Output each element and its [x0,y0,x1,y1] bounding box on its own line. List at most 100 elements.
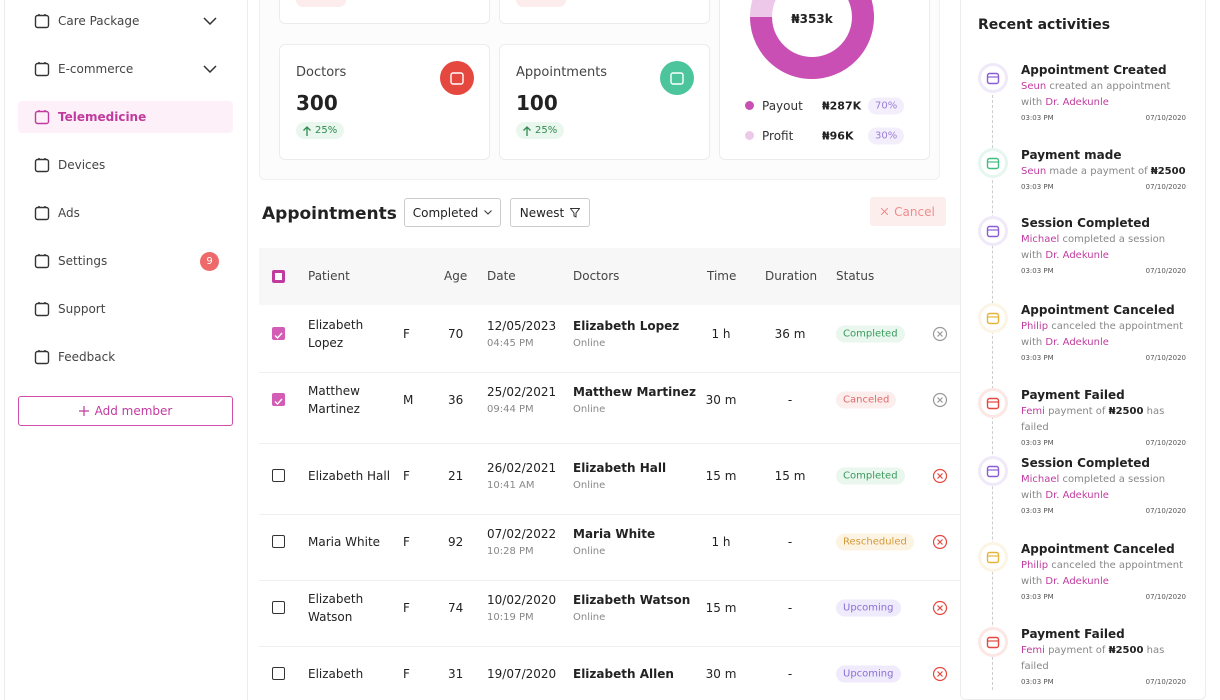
status: Upcoming [836,599,901,617]
activity-time: 03:03 PM [1021,267,1054,275]
legend-share: 30% [868,127,905,145]
status: Canceled [836,391,897,409]
duration: - [787,393,793,407]
legend-amount: ₦287K [822,99,862,113]
row-checkbox[interactable] [272,601,285,614]
activity-footer: 03:03 PM 07/10/2020 [1021,114,1186,122]
activity-icon [978,627,1008,657]
activity: Session Completed Michael completed a ses… [1021,216,1186,275]
row-checkbox[interactable] [272,469,285,482]
row-checkbox[interactable] [272,393,285,406]
time: 30 m [705,667,737,681]
remove-button[interactable] [932,600,948,616]
activity-date: 07/10/2020 [1145,354,1186,362]
remove-button[interactable] [932,534,948,550]
menu-item[interactable]: Settings [58,254,108,268]
doctor: Elizabeth Lopez [573,319,680,333]
menu-item[interactable]: Care Package [58,14,140,28]
stat-card: Appointments 100 25% [499,44,710,160]
desc-part: Michael [1021,234,1060,245]
menu-item[interactable]: E-commerce [58,62,134,76]
row-checkbox[interactable] [272,535,285,548]
column-header: Time [707,269,737,283]
desc-part: completed a session with [1021,234,1166,261]
clock: 10:41 AM [487,480,535,491]
activity-footer: 03:03 PM 07/10/2020 [1021,678,1186,686]
desc-part: Seun [1021,81,1047,92]
activity-desc: Seun made a payment of ₦2500 [1021,164,1186,180]
menu-icon [34,158,50,173]
menu-item[interactable]: Ads [58,206,80,220]
remove-button[interactable] [932,326,948,342]
activity-icon [978,216,1008,246]
desc-part: has failed [1021,645,1165,672]
activity-time: 03:03 PM [1021,439,1054,447]
duration: 36 m [774,327,806,341]
date: 12/05/2023 [487,319,557,333]
row-divider [259,646,960,647]
remove-button[interactable] [932,468,948,484]
cropped-card [279,0,490,24]
column-header: Date [487,269,516,283]
menu-item[interactable]: Support [58,302,106,316]
doctor: Elizabeth Allen [573,667,674,681]
filter-icon [570,207,581,218]
stat-icon [440,61,474,95]
menu-item[interactable]: Feedback [58,350,116,364]
legend-share: 70% [868,97,905,115]
cancel-button[interactable]: Cancel [870,197,946,226]
row-checkbox[interactable] [272,327,285,340]
activity-time: 03:03 PM [1021,183,1054,191]
remove-button[interactable] [932,392,948,408]
activity-desc: Femi payment of ₦2500 has failed [1021,404,1186,436]
desc-part: Dr. Adekunle [1045,576,1109,587]
mode: Online [573,404,606,415]
add-member-button[interactable]: Add member [18,396,233,426]
clock: 04:45 PM [487,338,534,349]
desc-part: payment of [1044,645,1109,656]
status: Rescheduled [836,533,914,551]
age: 70 [448,327,464,341]
menu-item[interactable]: Devices [58,158,106,172]
time: 1 h [711,535,731,549]
badge: 9 [200,252,219,271]
donut-total: ₦353k [791,12,833,26]
activity-footer: 03:03 PM 07/10/2020 [1021,354,1186,362]
row-checkbox[interactable] [272,667,285,680]
activity-footer: 03:03 PM 07/10/2020 [1021,183,1186,191]
activity-time: 03:03 PM [1021,593,1054,601]
menu-item[interactable]: Telemedicine [58,110,147,124]
column-header: Doctors [573,269,620,283]
change-value: 25% [535,125,558,136]
date: 10/02/2020 [487,593,557,607]
header-checkbox[interactable] [272,270,285,283]
stat-icon [660,61,694,95]
sort-filter[interactable]: Newest [510,198,590,227]
date: 19/07/2020 [487,667,557,681]
plus-icon [78,406,89,416]
filter-label: Newest [519,205,565,220]
activity-date: 07/10/2020 [1145,183,1186,191]
stat-change: 25% [296,122,345,139]
date-cell: 26/02/2021 10:41 AM [487,461,556,491]
activity-desc: Seun created an appointment with Dr. Ade… [1021,79,1186,111]
activity-icon [978,542,1008,572]
doctor-cell: Elizabeth Allen [573,667,674,681]
activity: Appointment Created Seun created an appoi… [1021,63,1186,122]
legend-label: Payout [762,99,803,113]
activity: Appointment Canceled Philip canceled the … [1021,303,1186,362]
check [274,398,283,406]
status-filter[interactable]: Completed [404,198,501,227]
date-cell: 25/02/2021 09:44 PM [487,385,556,415]
remove-button[interactable] [932,666,948,682]
gender: F [403,469,410,483]
activity-desc: Femi payment of ₦2500 has failed [1021,643,1186,675]
activity-date: 07/10/2020 [1145,267,1186,275]
age: 31 [448,667,464,681]
date: 25/02/2021 [487,385,557,399]
activity-date: 07/10/2020 [1145,114,1186,122]
doctor-cell: Elizabeth Lopez Online [573,319,679,349]
desc-part: made a payment of [1046,166,1151,177]
activity-title: Payment Failed [1021,627,1125,641]
activity-date: 07/10/2020 [1145,439,1186,447]
